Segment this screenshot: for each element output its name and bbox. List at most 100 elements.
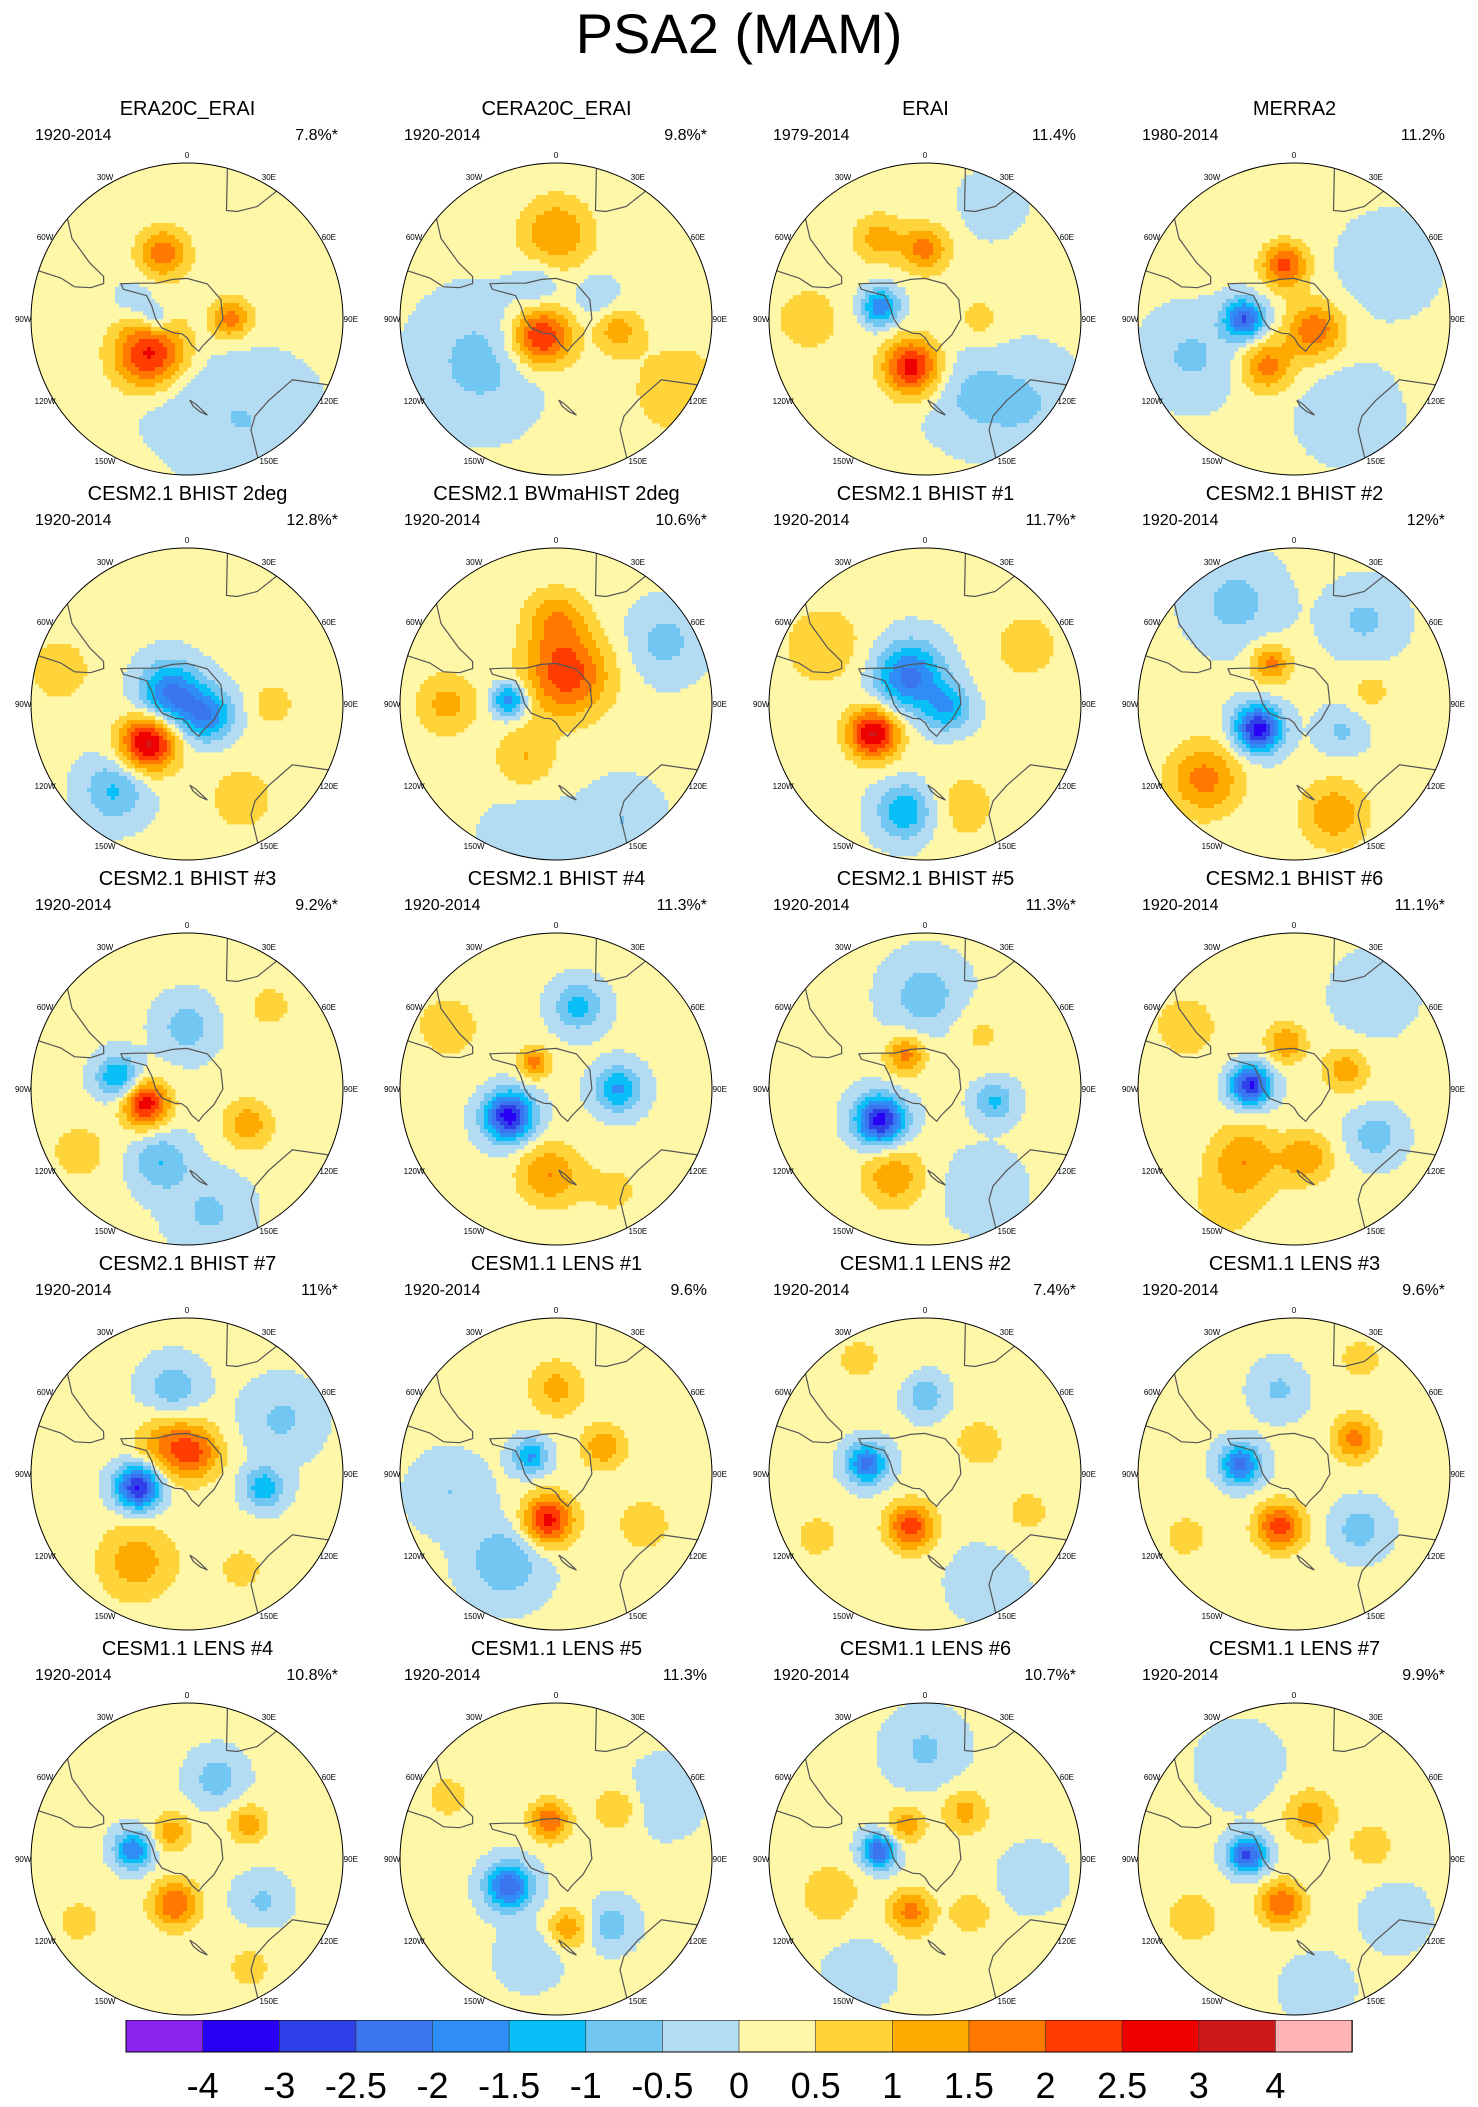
field-cell xyxy=(199,471,204,475)
field-cell xyxy=(155,279,160,284)
field-cell xyxy=(191,395,196,400)
field-cell xyxy=(404,351,409,356)
field-cell xyxy=(877,291,882,296)
field-cell xyxy=(163,443,168,448)
field-cell xyxy=(480,395,485,400)
field-cell xyxy=(584,239,589,244)
field-cell xyxy=(239,367,244,372)
field-cell xyxy=(973,231,978,236)
field-cell xyxy=(444,411,449,416)
field-cell xyxy=(263,351,268,356)
field-cell xyxy=(307,367,312,372)
field-cell xyxy=(155,387,160,392)
field-cell xyxy=(139,431,144,436)
field-cell xyxy=(528,335,533,340)
field-cell xyxy=(873,303,878,308)
field-cell xyxy=(203,459,208,464)
field-cell xyxy=(877,227,882,232)
field-cell xyxy=(1049,355,1054,360)
field-cell xyxy=(853,295,858,300)
field-cell xyxy=(243,411,248,416)
field-cell xyxy=(159,387,164,392)
field-cell xyxy=(973,355,978,360)
field-cell xyxy=(496,315,501,320)
field-cell xyxy=(452,355,457,360)
field-cell xyxy=(143,271,148,276)
field-cell xyxy=(307,411,312,416)
field-cell xyxy=(556,223,561,228)
field-cell xyxy=(993,211,998,216)
field-cell xyxy=(608,327,613,332)
field-cell xyxy=(556,239,561,244)
field-cell xyxy=(809,299,814,304)
field-cell xyxy=(456,347,461,352)
field-cell xyxy=(1001,183,1006,188)
field-cell xyxy=(167,379,172,384)
field-cell xyxy=(215,415,220,420)
field-cell xyxy=(556,251,561,256)
field-cell xyxy=(235,295,240,300)
field-cell xyxy=(881,299,886,304)
field-cell xyxy=(552,351,557,356)
field-cell xyxy=(644,379,649,384)
field-cell xyxy=(139,343,144,348)
field-cell xyxy=(977,307,982,312)
field-cell xyxy=(107,375,112,380)
field-cell xyxy=(243,379,248,384)
field-cell xyxy=(211,467,216,472)
field-cell xyxy=(512,271,517,276)
field-cell xyxy=(460,295,465,300)
field-cell xyxy=(271,367,276,372)
field-cell xyxy=(881,291,886,296)
field-cell xyxy=(869,295,874,300)
field-cell xyxy=(496,431,501,436)
field-cell xyxy=(552,283,557,288)
field-cell xyxy=(1001,219,1006,224)
field-cell xyxy=(267,411,272,416)
field-cell xyxy=(247,315,252,320)
field-cell xyxy=(889,359,894,364)
field-cell xyxy=(476,319,481,324)
field-cell xyxy=(448,415,453,420)
field-cell xyxy=(1001,351,1006,356)
field-cell xyxy=(885,239,890,244)
field-cell xyxy=(809,323,814,328)
field-cell xyxy=(937,351,942,356)
field-cell xyxy=(544,339,549,344)
field-cell xyxy=(195,435,200,440)
field-cell xyxy=(548,323,553,328)
australia-coastline xyxy=(250,379,329,459)
field-cell xyxy=(608,291,613,296)
field-cell xyxy=(612,319,617,324)
field-cell xyxy=(969,175,974,180)
field-cell xyxy=(1017,347,1022,352)
field-cell xyxy=(885,235,890,240)
field-cell xyxy=(500,375,505,380)
field-cell xyxy=(464,423,469,428)
field-cell xyxy=(428,327,433,332)
field-cell xyxy=(428,323,433,328)
field-cell xyxy=(243,407,248,412)
field-cell xyxy=(540,339,545,344)
field-cell xyxy=(636,323,641,328)
field-cell xyxy=(560,251,565,256)
field-cell xyxy=(155,227,160,232)
field-cell xyxy=(897,243,902,248)
field-cell xyxy=(857,303,862,308)
field-cell xyxy=(981,195,986,200)
field-cell xyxy=(552,347,557,352)
field-cell xyxy=(516,387,521,392)
longitude-label: 150E xyxy=(629,457,648,466)
field-cell xyxy=(909,255,914,260)
field-cell xyxy=(267,351,272,356)
field-cell xyxy=(516,275,521,280)
field-cell xyxy=(1017,207,1022,212)
field-cell xyxy=(981,199,986,204)
field-cell xyxy=(933,259,938,264)
field-cell xyxy=(167,459,172,464)
field-cell xyxy=(989,211,994,216)
field-cell xyxy=(901,263,906,268)
field-cell xyxy=(199,423,204,428)
field-cell xyxy=(440,399,445,404)
field-cell xyxy=(893,311,898,316)
